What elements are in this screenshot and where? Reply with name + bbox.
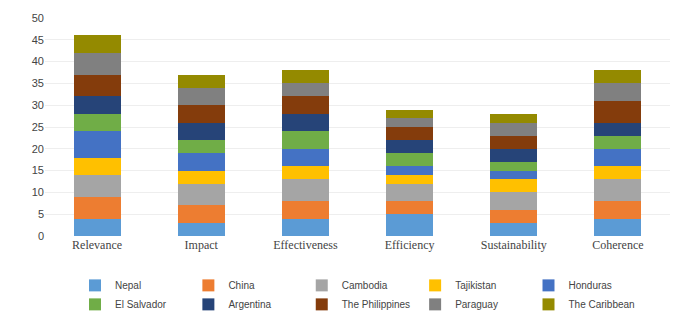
svg-text:Tajikistan: Tajikistan bbox=[455, 280, 496, 291]
svg-text:15: 15 bbox=[32, 164, 44, 176]
svg-text:30: 30 bbox=[32, 99, 44, 111]
svg-text:35: 35 bbox=[32, 77, 44, 89]
svg-text:50: 50 bbox=[32, 12, 44, 24]
svg-text:The Caribbean: The Caribbean bbox=[569, 299, 635, 310]
svg-text:Impact: Impact bbox=[185, 238, 219, 252]
svg-text:El Salvador: El Salvador bbox=[115, 299, 167, 310]
svg-text:Sustainability: Sustainability bbox=[481, 238, 547, 252]
svg-text:Efficiency: Efficiency bbox=[385, 238, 435, 252]
svg-text:China: China bbox=[228, 280, 255, 291]
svg-text:Nepal: Nepal bbox=[115, 280, 141, 291]
svg-text:Argentina: Argentina bbox=[228, 299, 271, 310]
svg-text:0: 0 bbox=[38, 230, 44, 242]
svg-text:Effectiveness: Effectiveness bbox=[273, 238, 338, 252]
svg-text:40: 40 bbox=[32, 55, 44, 67]
svg-text:Coherence: Coherence bbox=[592, 238, 643, 252]
svg-text:25: 25 bbox=[32, 121, 44, 133]
svg-text:The Philippines: The Philippines bbox=[342, 299, 410, 310]
svg-text:Honduras: Honduras bbox=[569, 280, 612, 291]
svg-text:Cambodia: Cambodia bbox=[342, 280, 388, 291]
svg-text:5: 5 bbox=[38, 208, 44, 220]
svg-text:45: 45 bbox=[32, 34, 44, 46]
svg-text:Paraguay: Paraguay bbox=[455, 299, 498, 310]
svg-text:Relevance: Relevance bbox=[72, 238, 122, 252]
svg-text:20: 20 bbox=[32, 143, 44, 155]
svg-text:10: 10 bbox=[32, 186, 44, 198]
